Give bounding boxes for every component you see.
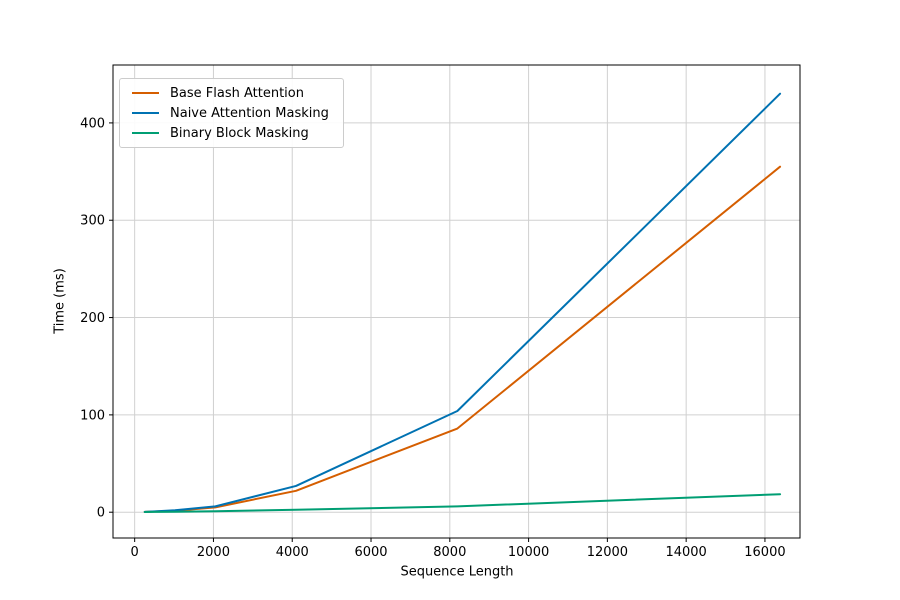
legend-label: Naive Attention Masking — [170, 105, 329, 121]
x-tick-label: 16000 — [744, 545, 785, 560]
y-tick-label: 0 — [97, 506, 105, 521]
series-line-2 — [143, 493, 782, 514]
x-tick-label: 8000 — [433, 545, 466, 560]
x-axis-label: Sequence Length — [400, 564, 514, 580]
legend-label: Base Flash Attention — [170, 85, 304, 101]
legend-item: Base Flash Attention — [132, 83, 329, 103]
legend: Base Flash Attention Naive Attention Mask… — [119, 78, 344, 148]
x-tick-label: 10000 — [508, 545, 549, 560]
y-tick-label: 400 — [80, 116, 105, 131]
x-tick-label: 0 — [131, 545, 139, 560]
axes-spines — [112, 64, 801, 539]
legend-item: Binary Block Masking — [132, 123, 329, 143]
y-tick-label: 300 — [80, 214, 105, 229]
x-tick-label: 4000 — [276, 545, 309, 560]
x-tick-label: 12000 — [587, 545, 628, 560]
series-line-0 — [143, 165, 782, 513]
y-tick-label: 100 — [80, 408, 105, 423]
x-tick-label: 6000 — [354, 545, 387, 560]
legend-line-swatch — [132, 111, 159, 115]
y-axis-label: Time (ms) — [52, 268, 68, 334]
series-line-1 — [143, 92, 782, 513]
x-tick-label: 14000 — [665, 545, 706, 560]
legend-line-swatch — [132, 131, 159, 135]
y-tick-label: 200 — [80, 311, 105, 326]
legend-line-swatch — [132, 91, 159, 95]
legend-label: Binary Block Masking — [170, 125, 309, 141]
x-tick-label: 2000 — [197, 545, 230, 560]
legend-item: Naive Attention Masking — [132, 103, 329, 123]
